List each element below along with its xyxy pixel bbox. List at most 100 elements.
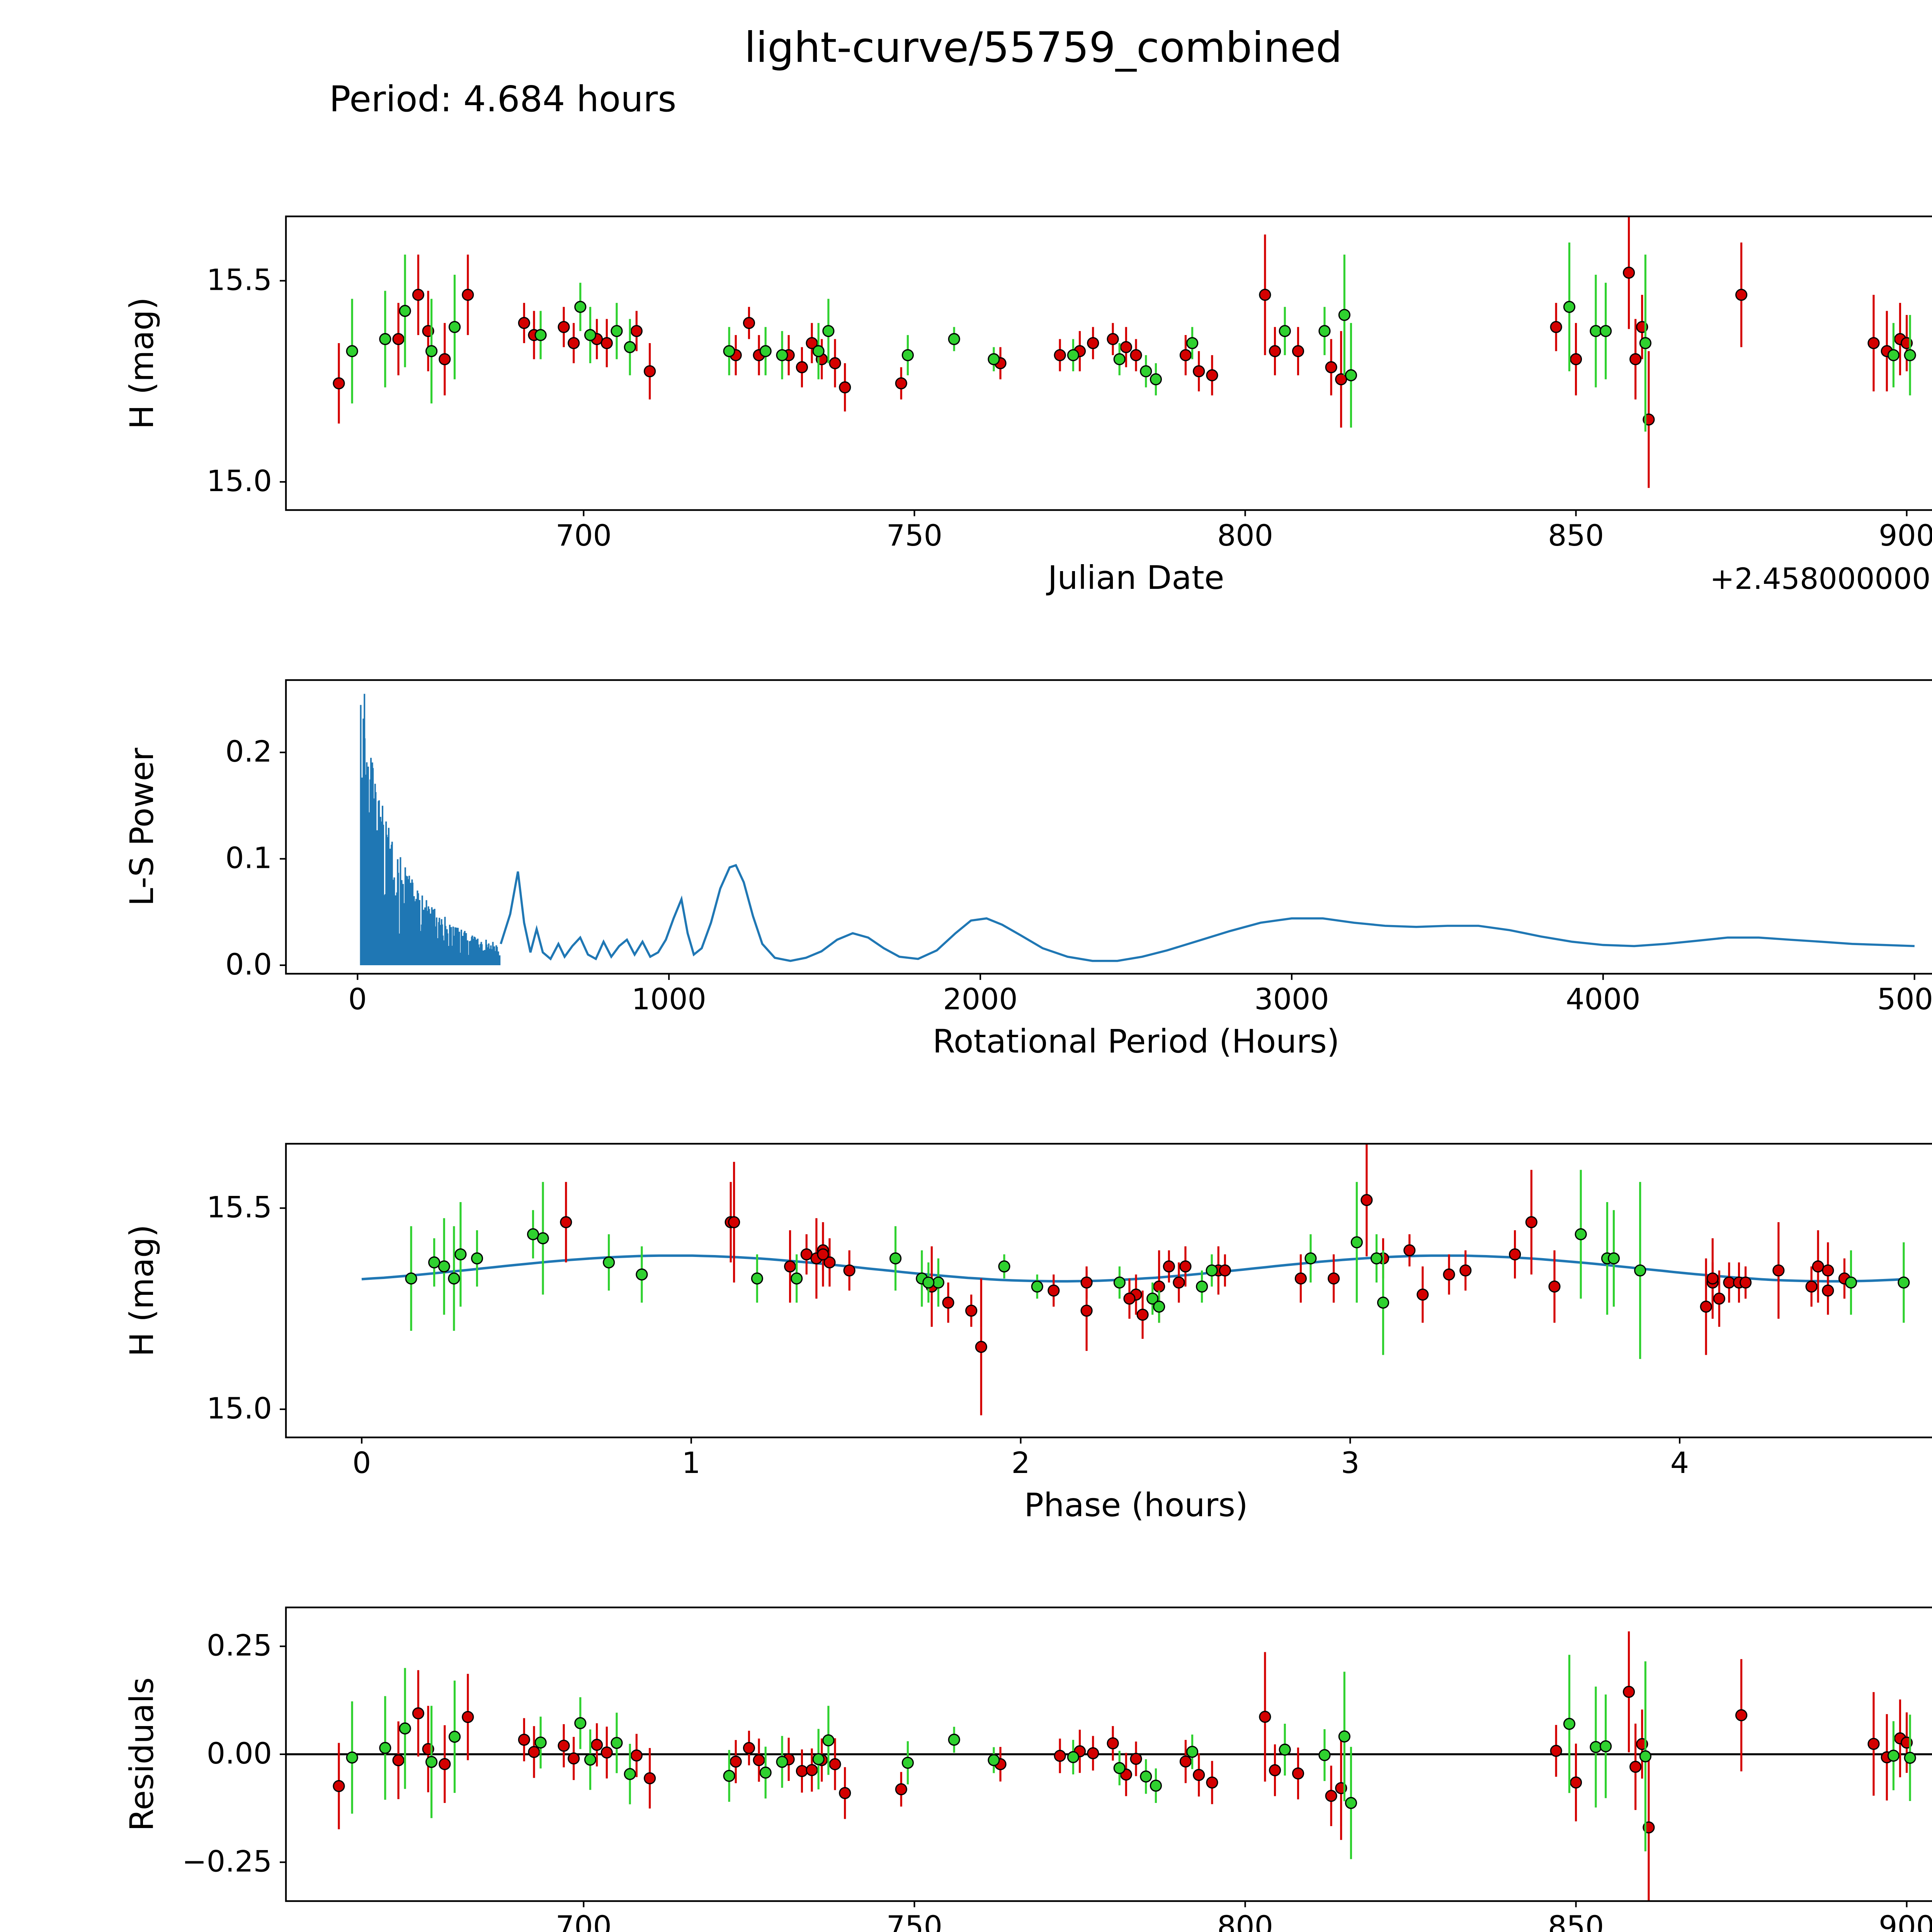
red-data-point bbox=[1509, 1248, 1521, 1260]
red-data-point bbox=[1867, 1738, 1880, 1750]
red-data-point bbox=[1123, 1293, 1136, 1305]
red-data-point bbox=[1723, 1276, 1735, 1289]
axes-box bbox=[285, 679, 1932, 975]
green-series bbox=[346, 1655, 1916, 1859]
green-data-point bbox=[454, 1248, 467, 1260]
red-data-point bbox=[1417, 1288, 1429, 1301]
red-data-point bbox=[1335, 373, 1347, 386]
green-data-point bbox=[812, 1753, 825, 1765]
red-data-point bbox=[796, 1765, 808, 1777]
red-data-point bbox=[1805, 1280, 1818, 1293]
green-data-point bbox=[1279, 325, 1291, 337]
green-data-point bbox=[1146, 1293, 1159, 1305]
green-data-point bbox=[448, 321, 461, 333]
green-data-point bbox=[812, 345, 825, 357]
green-data-point bbox=[1590, 325, 1602, 337]
figure-title: light-curve/55759_combined bbox=[744, 25, 1342, 73]
red-data-point bbox=[1622, 1685, 1635, 1698]
y-tick-label: 0.00 bbox=[207, 1736, 272, 1770]
panel4-ylabel: Residuals bbox=[124, 1677, 161, 1832]
red-data-point bbox=[1259, 289, 1271, 301]
red-data-point bbox=[591, 1738, 603, 1751]
panel2-ylabel: L-S Power bbox=[124, 748, 161, 906]
panel3-ylabel: H (mag) bbox=[124, 1224, 161, 1357]
green-data-point bbox=[889, 1252, 902, 1265]
red-data-point bbox=[518, 317, 530, 329]
red-data-point bbox=[1048, 1284, 1060, 1297]
red-data-point bbox=[1193, 365, 1205, 378]
red-data-point bbox=[1328, 1272, 1340, 1285]
periodogram-spikes bbox=[360, 694, 501, 965]
red-data-point bbox=[1822, 1264, 1834, 1277]
green-data-point bbox=[1153, 1301, 1165, 1313]
x-tick-label: 700 bbox=[556, 518, 612, 553]
red-data-point bbox=[1459, 1264, 1472, 1277]
red-data-point bbox=[806, 337, 818, 349]
green-data-point bbox=[584, 329, 597, 341]
red-data-point bbox=[560, 1216, 572, 1228]
red-data-point bbox=[568, 1752, 580, 1765]
red-data-point bbox=[942, 1296, 954, 1309]
green-data-point bbox=[1279, 1743, 1291, 1756]
green-data-point bbox=[1599, 1740, 1612, 1753]
green-data-point bbox=[438, 1260, 450, 1273]
red-data-point bbox=[392, 333, 405, 345]
green-data-point bbox=[1206, 1264, 1218, 1277]
red-data-point bbox=[1163, 1260, 1175, 1273]
red-data-point bbox=[730, 1755, 742, 1768]
red-data-point bbox=[1130, 349, 1142, 361]
red-data-point bbox=[1294, 1272, 1307, 1285]
green-data-point bbox=[932, 1276, 944, 1289]
red-data-point bbox=[839, 381, 851, 394]
green-data-point bbox=[901, 1757, 914, 1769]
x-tick-label: 3 bbox=[1341, 1446, 1359, 1480]
green-data-point bbox=[1887, 1750, 1900, 1762]
green-data-point bbox=[1634, 1264, 1646, 1277]
red-data-point bbox=[829, 1758, 841, 1770]
red-data-point bbox=[1735, 289, 1748, 301]
x-tick-label: 900 bbox=[1879, 1909, 1932, 1932]
red-data-point bbox=[1403, 1244, 1416, 1257]
y-tick-label: 0.1 bbox=[225, 841, 272, 875]
red-data-point bbox=[796, 361, 808, 374]
green-data-point bbox=[1845, 1276, 1857, 1289]
panel-light-curve: 700 750 800 850 900 15.0 15.5 bbox=[207, 215, 1932, 553]
red-data-point bbox=[644, 365, 656, 378]
y-tick-label: 15.0 bbox=[207, 1391, 272, 1425]
x-tick-label: 900 bbox=[1879, 518, 1932, 553]
red-series bbox=[560, 1144, 1850, 1415]
red-data-point bbox=[518, 1733, 530, 1746]
red-data-point bbox=[1325, 1790, 1337, 1802]
green-data-point bbox=[527, 1228, 539, 1240]
red-data-point bbox=[1629, 1760, 1642, 1773]
red-data-point bbox=[1179, 1755, 1192, 1768]
red-data-point bbox=[600, 337, 613, 349]
red-data-point bbox=[1443, 1268, 1455, 1281]
green-data-point bbox=[346, 1751, 358, 1764]
y-tick-label: 0.2 bbox=[225, 734, 272, 769]
green-data-point bbox=[534, 329, 547, 341]
panel2-xlabel: Rotational Period (Hours) bbox=[932, 1023, 1340, 1060]
panel1-xlabel: Julian Date bbox=[1048, 560, 1225, 597]
x-tick-label: 750 bbox=[886, 518, 942, 553]
green-data-point bbox=[574, 301, 587, 313]
red-data-point bbox=[1292, 345, 1304, 357]
light-curve-data bbox=[333, 216, 1916, 488]
x-tick-label: 4000 bbox=[1566, 982, 1640, 1016]
green-data-point bbox=[1563, 301, 1576, 313]
green-data-point bbox=[537, 1232, 549, 1245]
red-data-point bbox=[743, 1742, 755, 1754]
red-data-point bbox=[333, 1780, 345, 1792]
green-data-point bbox=[1150, 373, 1162, 386]
red-data-point bbox=[1739, 1276, 1752, 1289]
red-data-point bbox=[1550, 321, 1562, 333]
x-tick-label: 2 bbox=[1011, 1446, 1030, 1480]
green-data-point bbox=[1338, 1730, 1350, 1743]
green-data-point bbox=[723, 345, 735, 357]
red-data-point bbox=[1570, 353, 1582, 366]
red-data-point bbox=[1867, 337, 1880, 349]
red-data-point bbox=[1700, 1301, 1712, 1313]
